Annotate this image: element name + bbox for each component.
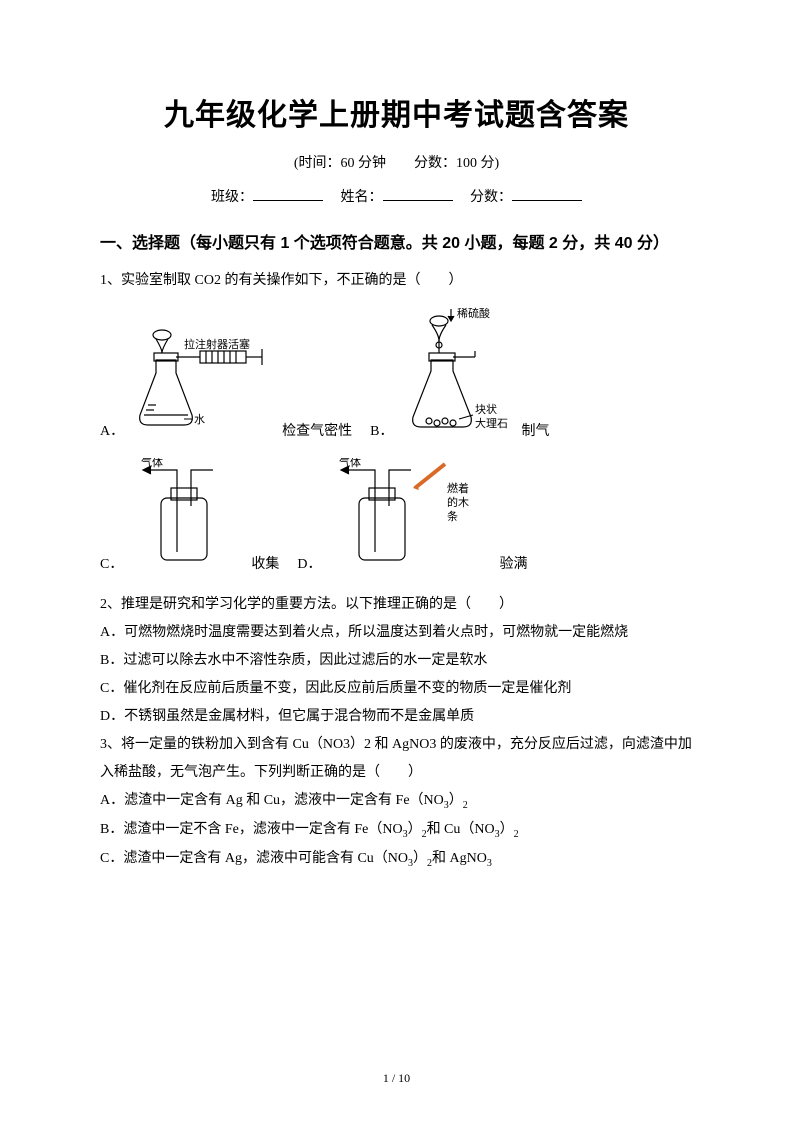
q3-b-s4: 2 xyxy=(514,829,519,840)
q3-stem: 3、将一定量的铁粉加入到含有 Cu（NO3）2 和 AgNO3 的废液中，充分反… xyxy=(100,731,693,787)
q1-d-annot-r1: 燃着 xyxy=(447,481,469,495)
q1-b-diagram: 稀硫酸 块状 大理石 xyxy=(397,305,517,440)
q1-row-ab: A． xyxy=(100,305,693,440)
q3-a-pre: A．滤渣中一定含有 Ag 和 Cu，滤液中一定含有 Fe（NO xyxy=(100,793,444,808)
q1-c-annot: 气体 xyxy=(141,458,163,469)
q1-row-cd: C． 气体 xyxy=(100,458,693,573)
q1-b-annot-top: 稀硫酸 xyxy=(457,306,490,320)
q1-c-diagram: 气体 xyxy=(127,458,247,573)
q1-opt-b: B． xyxy=(370,305,549,440)
score-label: 分数： xyxy=(470,190,512,205)
page-title: 九年级化学上册期中考试题含答案 xyxy=(100,90,693,134)
q1-d-annot-left: 气体 xyxy=(339,458,361,469)
q3-c-pre: C．滤渣中一定含有 Ag，滤液中可能含有 Cu（NO xyxy=(100,851,408,866)
q2-d: D．不锈钢虽然是金属材料，但它属于混合物而不是金属单质 xyxy=(100,703,693,731)
q3-c: C．滤渣中一定含有 Ag，滤液中可能含有 Cu（NO3）2和 AgNO3 xyxy=(100,845,693,874)
q1-opt-c: C． 气体 xyxy=(100,458,279,573)
q1-b-annot-bot: 大理石 xyxy=(475,416,508,430)
name-blank xyxy=(383,186,453,201)
q1-d-diagram: 气体 燃着 的木 条 xyxy=(325,458,495,573)
q1-a-annot-bottom: 水 xyxy=(194,413,205,426)
q3-b: B．滤渣中一定不含 Fe，滤液中一定含有 Fe（NO3）2和 Cu（NO3）2 xyxy=(100,816,693,845)
q1-a-diagram: 拉注射器活塞 水 xyxy=(128,315,278,440)
q2-stem: 2、推理是研究和学习化学的重要方法。以下推理正确的是（ ） xyxy=(100,591,693,619)
q3-b-m3: ） xyxy=(500,822,514,837)
class-label: 班级： xyxy=(211,190,253,205)
q2-a: A．可燃物燃烧时温度需要达到着火点，所以温度达到着火点时，可燃物就一定能燃烧 xyxy=(100,619,693,647)
q3-b-pre: B．滤渣中一定不含 Fe，滤液中一定含有 Fe（NO xyxy=(100,822,403,837)
page-subtitle: (时间：60 分钟 分数：100 分) xyxy=(100,152,693,172)
page-number: 1 / 10 xyxy=(0,1071,793,1086)
score-blank xyxy=(512,186,582,201)
q1-c-caption: 收集 xyxy=(251,553,279,573)
q1-b-label: B． xyxy=(370,420,393,440)
q1-c-label: C． xyxy=(100,553,123,573)
q1-a-caption: 检查气密性 xyxy=(282,420,352,440)
q1-d-annot-r2: 的木 xyxy=(447,495,469,509)
q1-b-caption: 制气 xyxy=(521,420,549,440)
q1-b-annot-mid: 块状 xyxy=(475,402,497,416)
section-1-head: 一、选择题（每小题只有 1 个选项符合题意。共 20 小题，每题 2 分，共 4… xyxy=(100,226,693,261)
q1-d-caption: 验满 xyxy=(499,553,527,573)
q3-c-m1: ） xyxy=(413,851,427,866)
q1-d-label: D． xyxy=(297,553,321,573)
q1-opt-d: D． 气体 燃着 xyxy=(297,458,527,573)
name-label: 姓名： xyxy=(341,190,383,205)
q3-b-m1: ） xyxy=(408,822,422,837)
q1-stem: 1、实验室制取 CO2 的有关操作如下，不正确的是（ ） xyxy=(100,267,693,295)
q3-a-mid: ） xyxy=(449,793,463,808)
q3-b-m2: 和 Cu（NO xyxy=(427,822,495,837)
q3-a-s2: 2 xyxy=(463,800,468,811)
q3-a: A．滤渣中一定含有 Ag 和 Cu，滤液中一定含有 Fe（NO3）2 xyxy=(100,787,693,816)
info-line: 班级： 姓名： 分数： xyxy=(100,186,693,206)
q2-b: B．过滤可以除去水中不溶性杂质，因此过滤后的水一定是软水 xyxy=(100,647,693,675)
q1-d-annot-r3: 条 xyxy=(447,509,458,523)
q2-c: C．催化剂在反应前后质量不变，因此反应前后质量不变的物质一定是催化剂 xyxy=(100,675,693,703)
class-blank xyxy=(253,186,323,201)
q1-opt-a: A． xyxy=(100,315,352,440)
q1-a-label: A． xyxy=(100,420,124,440)
q1-a-annot-top: 拉注射器活塞 xyxy=(184,337,250,351)
q3-c-s3: 3 xyxy=(487,858,492,869)
q3-c-m2: 和 AgNO xyxy=(432,851,487,866)
